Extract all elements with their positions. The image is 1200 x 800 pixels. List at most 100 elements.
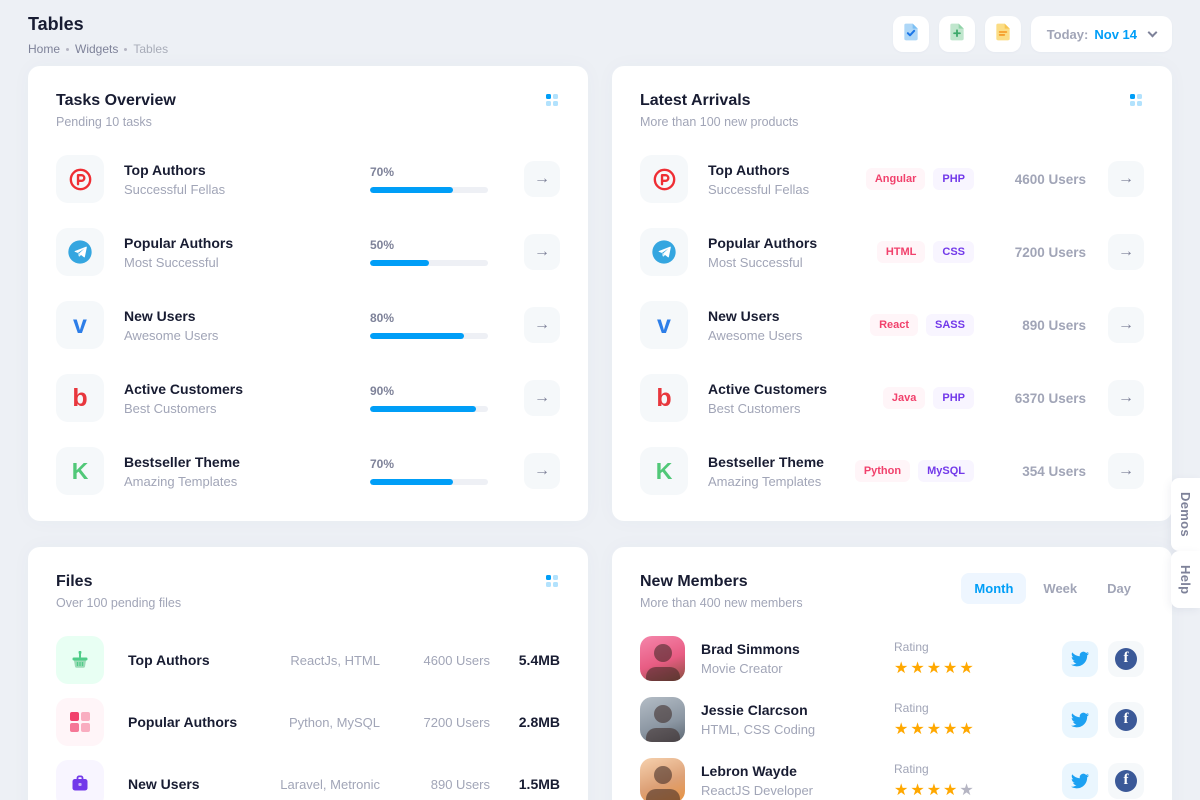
arrow-right-button[interactable]: → <box>524 307 560 343</box>
telegram-icon <box>640 228 688 276</box>
dots-menu-icon[interactable] <box>544 573 560 589</box>
arrow-right-button[interactable]: → <box>1108 380 1144 416</box>
bebo-icon: b <box>640 374 688 422</box>
kickstarter-icon: K <box>640 447 688 495</box>
arrow-right-button[interactable]: → <box>524 453 560 489</box>
help-side-tab[interactable]: Help <box>1171 551 1200 609</box>
row-subtitle: Successful Fellas <box>708 181 810 197</box>
row-title[interactable]: Popular Authors <box>124 234 234 251</box>
progress-label: 50% <box>370 238 395 252</box>
star-rating: ★ ★ ★ ★ ★ <box>894 659 974 677</box>
vimeo-icon: v <box>640 301 688 349</box>
dots-menu-icon[interactable] <box>1128 92 1144 108</box>
rating: Rating ★ ★ ★ ★ ★ <box>894 762 1062 800</box>
tag-badge: Python <box>854 460 911 482</box>
file-check-icon <box>901 22 921 47</box>
progress-label: 90% <box>370 384 395 398</box>
file-lines-icon <box>993 22 1013 47</box>
star-rating: ★ ★ ★ ★ ★ <box>894 720 974 738</box>
breadcrumb-home[interactable]: Home <box>28 42 61 56</box>
date-picker-button[interactable]: Today: Nov 14 <box>1030 16 1172 52</box>
task-row: Popular Authors Most Successful 50% → <box>56 228 560 276</box>
row-title[interactable]: Active Customers <box>124 380 244 397</box>
arrow-right-button[interactable]: → <box>524 234 560 270</box>
files-card-heading: Files Over 100 pending files <box>56 573 181 610</box>
files-card: Files Over 100 pending files Top Authors… <box>28 547 588 800</box>
arrow-right-button[interactable]: → <box>1108 307 1144 343</box>
period-tabs: Month Week Day <box>961 573 1144 604</box>
avatar <box>640 758 685 800</box>
member-name[interactable]: Brad Simmons <box>701 641 800 657</box>
producthunt-icon <box>56 155 104 203</box>
arrow-right-button[interactable]: → <box>1108 161 1144 197</box>
page-title: Tables <box>28 14 84 34</box>
member-name[interactable]: Jessie Clarcson <box>701 702 808 718</box>
file-lines-button[interactable] <box>984 16 1021 52</box>
arrow-right-button[interactable]: → <box>524 161 560 197</box>
arrow-right-button[interactable]: → <box>1108 453 1144 489</box>
breadcrumb-separator <box>66 47 70 51</box>
avatar <box>640 697 685 742</box>
row-title[interactable]: New Users <box>124 307 196 324</box>
row-title[interactable]: Bestseller Theme <box>708 453 824 470</box>
breadcrumb-widgets[interactable]: Widgets <box>75 42 119 56</box>
users-count: 890 Users <box>430 776 490 792</box>
facebook-icon[interactable]: f <box>1108 640 1144 677</box>
arrival-row: Top Authors Successful Fellas Angular PHP … <box>640 155 1144 203</box>
tag-badge: HTML <box>876 241 926 263</box>
tag-badge: Java <box>882 387 926 409</box>
card-subtitle: More than 400 new members <box>640 596 803 610</box>
arrival-row: v New Users Awesome Users React SASS 890 U… <box>640 301 1144 349</box>
row-title[interactable]: Top Authors <box>708 161 790 178</box>
tab-day[interactable]: Day <box>1107 581 1131 596</box>
file-size: 1.5MB <box>518 776 560 792</box>
member-role: HTML, CSS Coding <box>701 722 816 737</box>
row-title[interactable]: New Users <box>708 307 780 324</box>
tag-badge: PHP <box>933 387 974 409</box>
progress: 70% <box>370 457 488 485</box>
topbar: Tables Home Widgets Tables Today: Nov 14 <box>0 0 1200 66</box>
demos-side-tab[interactable]: Demos <box>1171 478 1200 551</box>
users-count: 4600 Users <box>1014 171 1086 187</box>
file-plus-button[interactable] <box>938 16 975 52</box>
progress-label: 70% <box>370 165 395 179</box>
breadcrumb-separator <box>124 47 128 51</box>
member-name[interactable]: Lebron Wayde <box>701 763 797 779</box>
progress: 80% <box>370 311 488 339</box>
progress: 70% <box>370 165 488 193</box>
row-title[interactable]: Top Authors <box>124 161 206 178</box>
avatar <box>640 636 685 681</box>
arrow-right-button[interactable]: → <box>524 380 560 416</box>
breadcrumb-current: Tables <box>133 42 169 56</box>
twitter-icon[interactable] <box>1062 762 1098 799</box>
members-card-heading: New Members More than 400 new members <box>640 573 803 610</box>
arrow-right-button[interactable]: → <box>1108 234 1144 270</box>
row-title[interactable]: New Users <box>128 776 200 792</box>
users-count: 7200 Users <box>1014 244 1086 260</box>
dots-menu-icon[interactable] <box>544 92 560 108</box>
row-title[interactable]: Popular Authors <box>128 714 238 730</box>
tag-badge: Angular <box>865 168 926 190</box>
file-check-button[interactable] <box>892 16 929 52</box>
twitter-icon[interactable] <box>1062 640 1098 677</box>
row-subtitle: Most Successful <box>708 254 803 270</box>
facebook-icon[interactable]: f <box>1108 701 1144 738</box>
telegram-icon <box>56 228 104 276</box>
row-title[interactable]: Bestseller Theme <box>124 453 240 470</box>
users-count: 354 Users <box>1022 463 1086 479</box>
row-title[interactable]: Top Authors <box>128 652 210 668</box>
cards-grid: Tasks Overview Pending 10 tasks Top Auth… <box>0 66 1200 800</box>
page-heading: Tables Home Widgets Tables <box>28 14 168 56</box>
facebook-icon[interactable]: f <box>1108 762 1144 799</box>
users-count: 890 Users <box>1022 317 1086 333</box>
task-row: K Bestseller Theme Amazing Templates 70% … <box>56 447 560 495</box>
tab-week[interactable]: Week <box>1043 581 1078 596</box>
progress-label: 80% <box>370 311 395 325</box>
bebo-icon: b <box>56 374 104 422</box>
row-title[interactable]: Active Customers <box>708 380 828 397</box>
twitter-icon[interactable] <box>1062 701 1098 738</box>
row-title[interactable]: Popular Authors <box>708 234 818 251</box>
tab-month[interactable]: Month <box>961 573 1027 604</box>
progress-label: 70% <box>370 457 395 471</box>
kickstarter-icon: K <box>56 447 104 495</box>
